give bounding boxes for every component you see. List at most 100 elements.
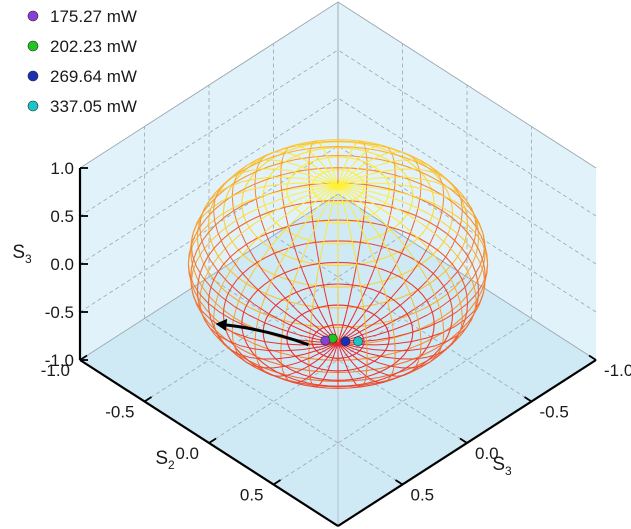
sphere-meridian-line	[214, 191, 219, 201]
sphere-meridian-line	[390, 365, 403, 369]
sphere-meridian-line	[442, 195, 445, 207]
sphere-meridian-line	[479, 225, 484, 236]
sphere-meridian-line	[337, 329, 343, 343]
sphere-meridian-line	[454, 230, 466, 242]
sphere-meridian-line	[369, 315, 386, 327]
sphere-meridian-line	[369, 155, 380, 162]
sphere-meridian-line	[337, 173, 343, 186]
sphere-meridian-line	[253, 176, 269, 180]
sphere-meridian-line	[271, 264, 280, 280]
sphere-meridian-line	[362, 306, 366, 322]
sphere-meridian-line	[240, 178, 255, 183]
sphere-meridian-line	[485, 263, 489, 275]
sphere-meridian-line	[271, 248, 280, 264]
sphere-meridian-line	[411, 314, 428, 324]
sphere-meridian-line	[365, 205, 379, 218]
sphere-meridian-line	[474, 227, 477, 238]
sphere-meridian-line	[299, 187, 319, 194]
floor-gridline	[144, 318, 403, 485]
sphere-meridian-line	[351, 350, 366, 359]
sphere-meridian-line	[210, 230, 222, 242]
sphere-meridian-line	[297, 357, 311, 364]
sphere-meridian-line	[412, 365, 423, 369]
sphere-meridian-line	[285, 176, 303, 179]
sphere-meridian-line	[378, 216, 392, 231]
sphere-meridian-line	[284, 362, 298, 367]
sphere-meridian-line	[341, 163, 347, 174]
sphere-meridian-line	[473, 250, 481, 263]
sphere-meridian-line	[396, 264, 405, 280]
sphere-meridian-line	[457, 256, 467, 269]
sphere-meridian-line	[465, 248, 472, 261]
sphere-meridian-line	[310, 381, 314, 386]
sphere-meridian-line	[228, 234, 241, 246]
legend-marker	[27, 40, 39, 52]
sphere-meridian-line	[326, 212, 331, 228]
sphere-meridian-line	[308, 225, 317, 241]
sphere-meridian-line	[411, 185, 428, 191]
sphere-meridian-line	[210, 286, 222, 298]
sphere-meridian-line	[221, 296, 235, 307]
sphere-meridian-line	[375, 192, 395, 199]
sphere-meridian-line	[209, 327, 219, 336]
sphere-meridian-line	[309, 151, 317, 158]
sphere-meridian-line	[192, 225, 197, 236]
sphere-meridian-line	[387, 211, 392, 227]
sphere-meridian-line	[378, 362, 392, 367]
sphere-meridian-line	[249, 357, 263, 360]
sphere-meridian-line	[245, 244, 255, 259]
sphere-meridian-line	[238, 245, 251, 259]
sphere-meridian-line	[355, 258, 360, 276]
sphere-meridian-line	[378, 241, 384, 257]
sphere-meridian-line	[189, 274, 194, 285]
sphere-meridian-line	[253, 159, 264, 163]
sphere-meridian-line	[312, 384, 316, 388]
sphere-meridian-line	[231, 195, 234, 207]
sphere-meridian-line	[228, 181, 241, 188]
legend-marker	[27, 10, 39, 22]
sphere-meridian-line	[299, 334, 319, 341]
sphere-meridian-line	[471, 310, 476, 321]
sphere-meridian-line	[419, 333, 422, 345]
legend-label: 175.27 mW	[50, 7, 137, 26]
sphere-meridian-line	[372, 145, 379, 148]
sphere-meridian-line	[452, 335, 459, 344]
sphere-meridian-line	[441, 221, 455, 232]
sphere-meridian-line	[314, 275, 318, 292]
sphere-meridian-line	[231, 319, 248, 327]
sphere-meridian-line	[280, 187, 300, 192]
sphere-meridian-line	[195, 250, 203, 263]
sphere-meridian-line	[436, 173, 446, 179]
sphere-meridian-line	[222, 343, 231, 351]
sphere-meridian-line	[452, 232, 459, 245]
sphere-meridian-line	[412, 159, 423, 163]
y-tick	[524, 396, 532, 403]
sphere-meridian-line	[284, 375, 289, 381]
sphere-meridian-line	[421, 269, 431, 284]
sphere-meridian-line	[436, 258, 447, 272]
sphere-meridian-line	[388, 250, 398, 266]
sphere-meridian-line	[464, 311, 474, 320]
sphere-meridian-line	[411, 204, 428, 214]
sphere-meridian-line	[439, 341, 444, 351]
sphere-meridian-line	[351, 322, 366, 334]
sphere-meridian-line	[354, 173, 371, 180]
sphere-meridian-line	[337, 184, 353, 196]
sphere-meridian-line	[253, 257, 264, 272]
sphere-meridian-line	[265, 152, 273, 156]
sphere-meridian-line	[312, 290, 316, 307]
sphere-meridian-line	[257, 307, 262, 322]
sphere-meridian-line	[460, 317, 463, 328]
sphere-meridian-line	[322, 316, 331, 331]
sphere-meridian-line	[281, 329, 301, 336]
sphere-meridian-line	[435, 296, 441, 310]
sphere-meridian-line	[248, 185, 265, 191]
sphere-meridian-line	[218, 186, 229, 194]
sphere-meridian-line	[355, 252, 360, 270]
sphere-meridian-line	[295, 291, 307, 307]
z-tick-label: -1.0	[45, 351, 74, 370]
sphere-meridian-line	[359, 160, 371, 168]
sphere-meridian-line	[282, 315, 286, 330]
sphere-meridian-line	[314, 236, 318, 253]
sphere-meridian-line	[326, 154, 331, 164]
